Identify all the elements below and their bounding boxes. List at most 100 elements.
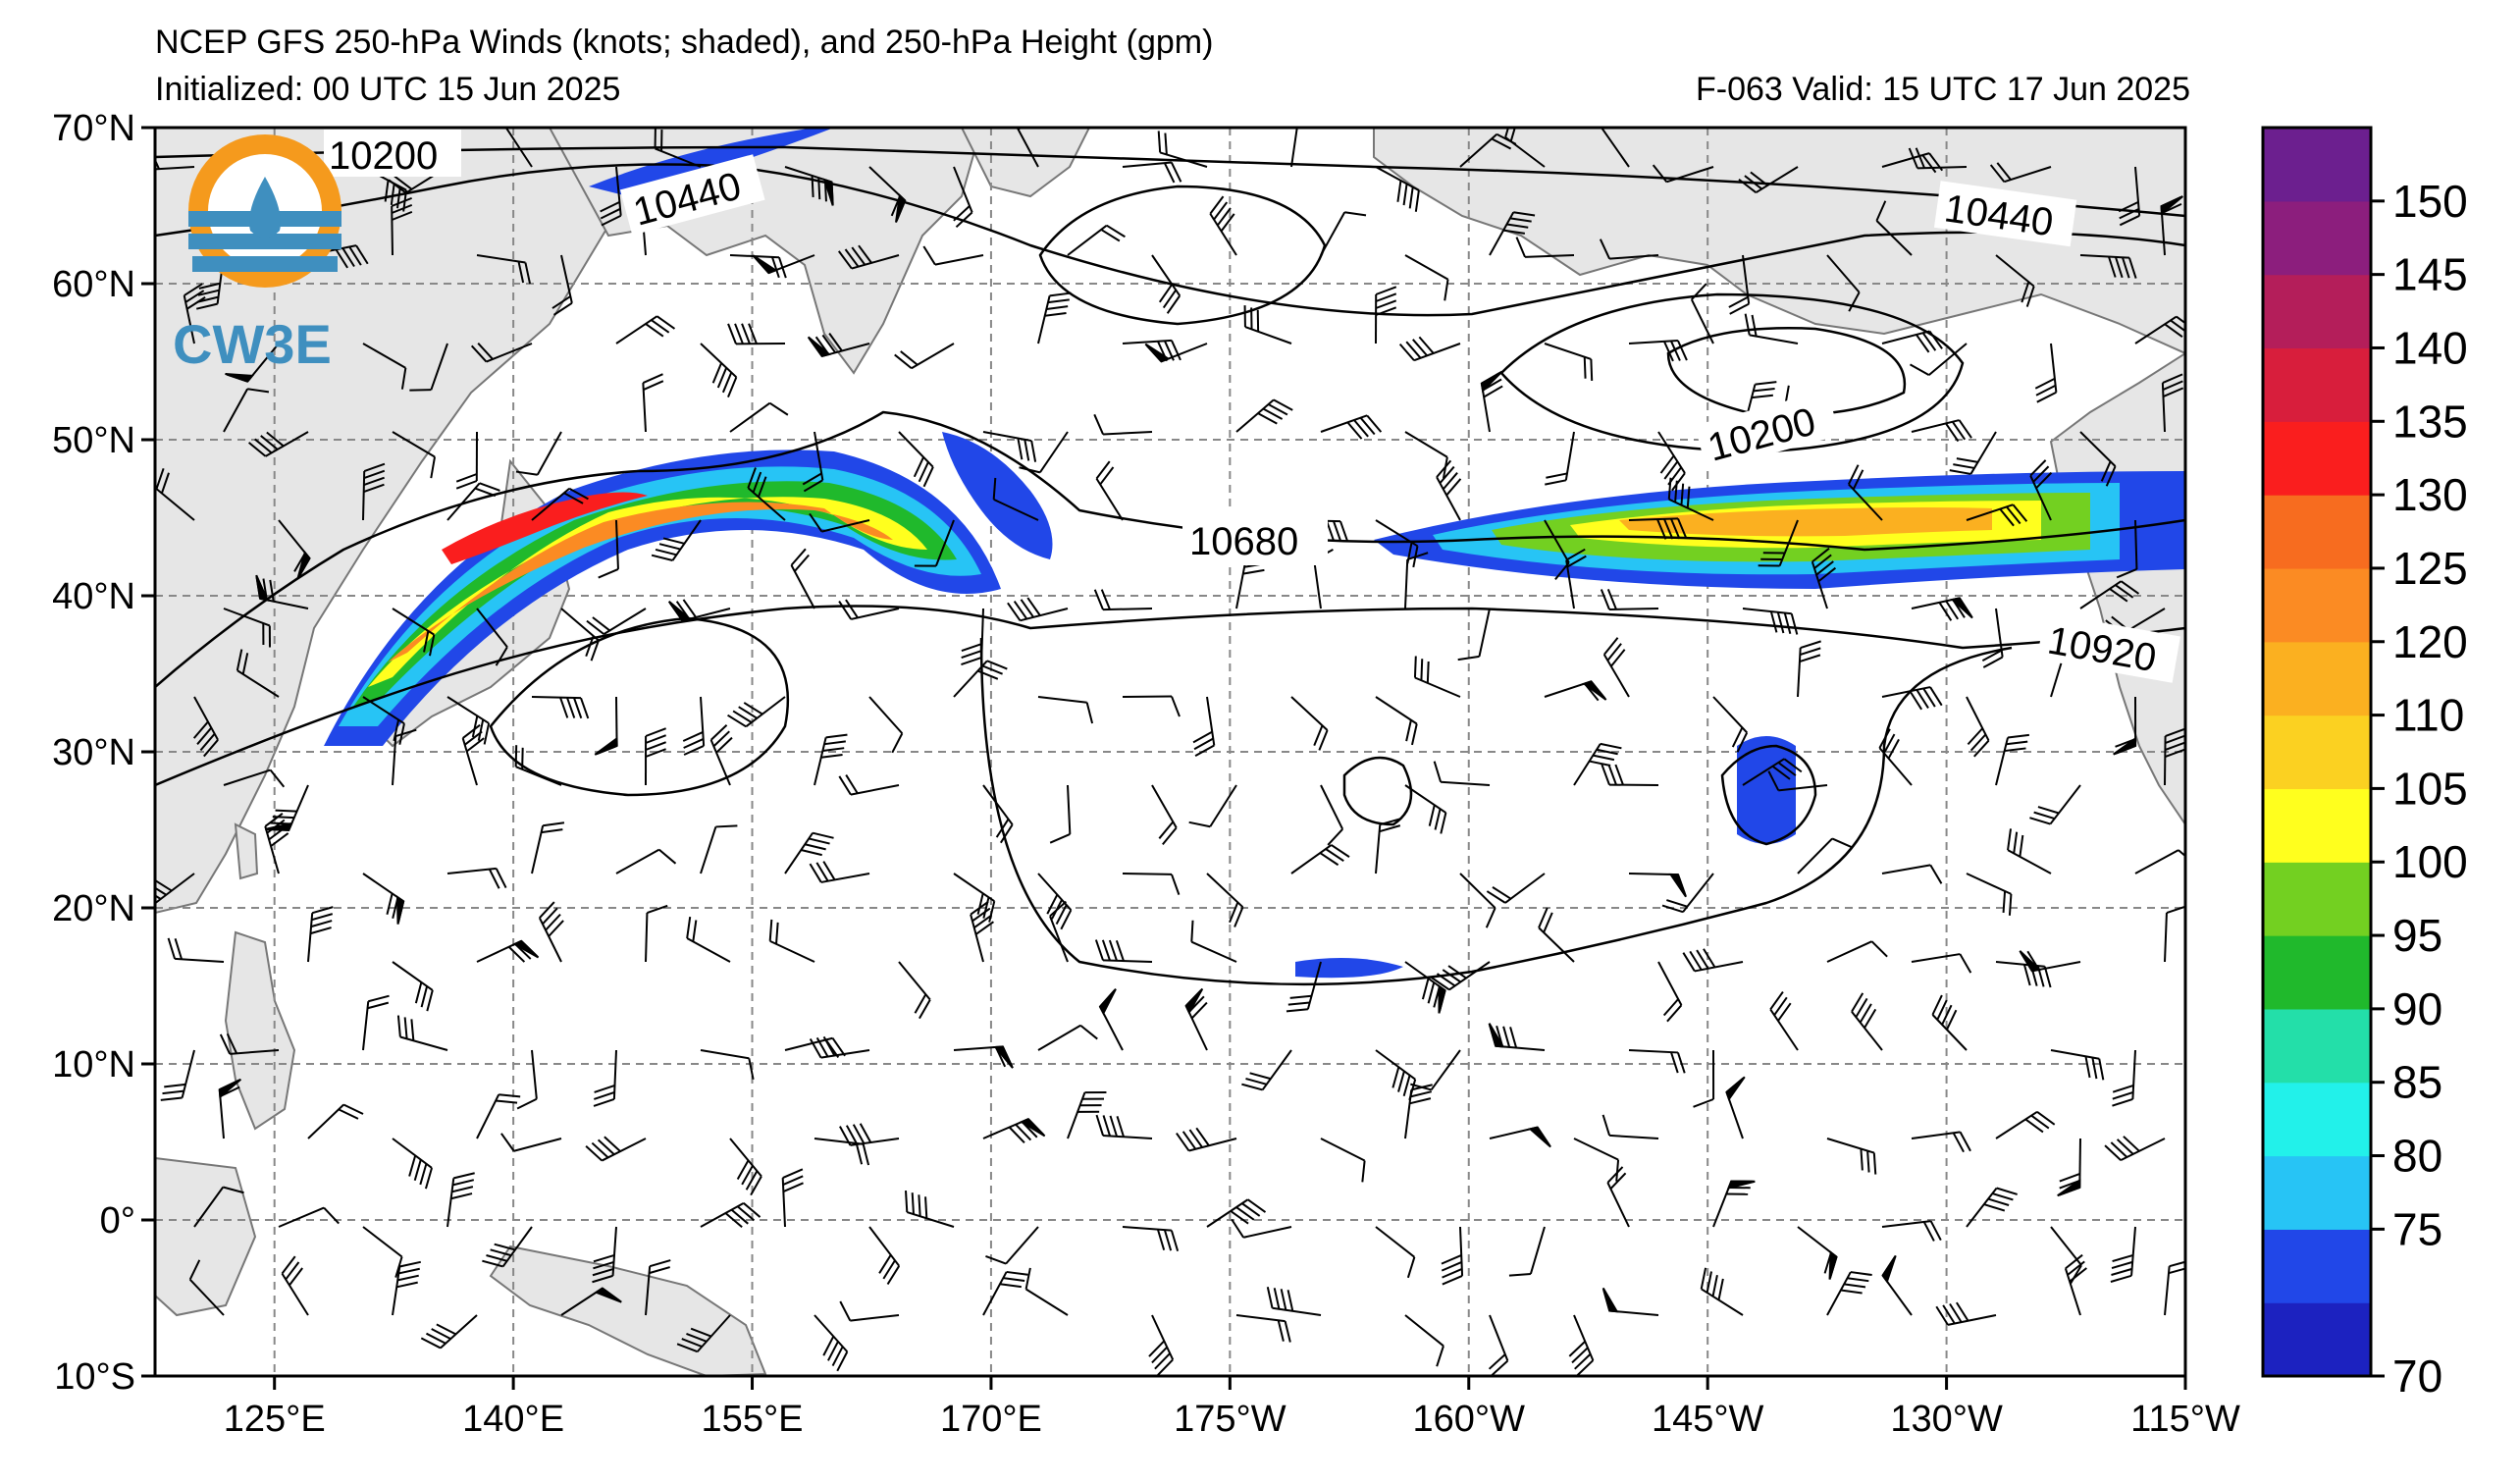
wind-barb bbox=[461, 723, 485, 786]
wind-barb bbox=[192, 696, 219, 758]
wind-barb bbox=[278, 519, 311, 580]
wind-barb bbox=[2104, 1136, 2166, 1161]
contour-labels: 10200 10440 10440 10200 10680 10920 bbox=[324, 130, 2180, 683]
wind-barb bbox=[1290, 128, 1298, 168]
wind-barb bbox=[2112, 1049, 2136, 1107]
wind-barb bbox=[585, 1136, 647, 1162]
wind-barb bbox=[1545, 431, 1575, 486]
colorbar-swatch bbox=[2263, 421, 2371, 496]
wind-barb bbox=[2110, 1226, 2136, 1283]
colorbar-swatch bbox=[2263, 567, 2371, 643]
wind-barb bbox=[1241, 1049, 1292, 1091]
wind-barb bbox=[420, 1314, 478, 1350]
wind-barb bbox=[362, 994, 390, 1051]
wind-barb bbox=[1652, 164, 1714, 184]
wind-barb bbox=[1601, 1114, 1659, 1139]
contour-label-bg bbox=[324, 130, 461, 177]
lat-label: 10°S bbox=[54, 1356, 135, 1398]
wind-barb bbox=[676, 1314, 731, 1353]
lon-label: 175°W bbox=[1174, 1399, 1286, 1440]
wind-barb bbox=[1995, 733, 2029, 786]
colorbar-label: 100 bbox=[2392, 836, 2468, 887]
wind-barb bbox=[1404, 552, 1429, 609]
wind-barb bbox=[476, 1093, 521, 1139]
wind-barb bbox=[1067, 1091, 1107, 1139]
wind-barb bbox=[790, 548, 815, 609]
wind-barb bbox=[1504, 128, 1546, 168]
wind-barb bbox=[752, 254, 815, 275]
wind-barb bbox=[2161, 373, 2184, 433]
wind-barb bbox=[615, 315, 676, 344]
lat-label: 30°N bbox=[52, 732, 135, 773]
wind-barb bbox=[1436, 459, 1462, 521]
logo-wave-2 bbox=[188, 234, 341, 249]
wind-barb bbox=[500, 1133, 562, 1152]
jet-blob-1 bbox=[942, 432, 1053, 559]
wind-barb bbox=[1682, 948, 1744, 973]
wind-barb bbox=[514, 745, 562, 786]
colorbar-swatch bbox=[2263, 495, 2371, 569]
wind-barb bbox=[2029, 459, 2053, 521]
wind-barb bbox=[188, 1259, 225, 1316]
wind-barb bbox=[1320, 211, 1367, 256]
wind-barb bbox=[814, 1314, 849, 1372]
wind-barb bbox=[2160, 195, 2183, 256]
wind-barb bbox=[1565, 548, 1587, 609]
wind-barb bbox=[1600, 589, 1659, 610]
wind-barb bbox=[1989, 162, 2052, 184]
colorbar-swatch bbox=[2263, 1008, 2371, 1084]
wind-barb bbox=[1628, 873, 1687, 898]
wind-barb bbox=[970, 901, 994, 963]
wind-barb bbox=[278, 1206, 340, 1228]
jet-west-135 bbox=[442, 492, 648, 564]
wind-barb bbox=[654, 128, 702, 168]
wind-barb bbox=[307, 1103, 364, 1139]
contour-label-10200-nw: 10200 bbox=[329, 134, 438, 178]
wind-barb bbox=[914, 519, 955, 567]
colorbar-swatch bbox=[2263, 1082, 2371, 1157]
logo-wave-3 bbox=[192, 256, 338, 272]
wind-barb bbox=[1758, 519, 1799, 567]
height-contours bbox=[155, 145, 2185, 986]
colorbar-label: 140 bbox=[2392, 322, 2468, 373]
wind-barb bbox=[1568, 1314, 1595, 1376]
wind-barb bbox=[255, 574, 309, 609]
colorbar-swatch bbox=[2263, 1229, 2371, 1303]
contour-gulf-low bbox=[1499, 292, 1965, 453]
wind-barb bbox=[642, 373, 664, 433]
wind-barb bbox=[2113, 696, 2137, 756]
wind-barb bbox=[391, 196, 413, 256]
wind-barb bbox=[1404, 784, 1447, 834]
wind-barb bbox=[593, 1049, 617, 1107]
wind-barb bbox=[868, 1226, 901, 1286]
lon-label: 115°W bbox=[2130, 1399, 2240, 1440]
wind-barb bbox=[868, 166, 907, 223]
wind-barb bbox=[700, 343, 738, 397]
wind-barb bbox=[1599, 238, 1659, 260]
contour-label-bg bbox=[619, 154, 765, 236]
lon-label: 160°W bbox=[1413, 1399, 1526, 1440]
colorbar-swatch bbox=[2263, 1155, 2371, 1230]
wind-barb bbox=[1538, 907, 1575, 963]
wind-barb bbox=[1911, 1131, 1971, 1153]
wind-barb bbox=[2050, 1049, 2105, 1081]
longitude-labels: 125°E 140°E 155°E 170°E 175°W 160°W 145°W 130°W… bbox=[224, 1376, 2240, 1440]
colorbar-label: 130 bbox=[2392, 469, 2468, 520]
wind-barb bbox=[768, 919, 815, 963]
wind-barb bbox=[1037, 291, 1072, 344]
colorbar-label: 150 bbox=[2392, 176, 2468, 227]
wind-barb bbox=[2134, 849, 2185, 874]
wind-barb bbox=[1931, 994, 1968, 1051]
wind-barb bbox=[615, 848, 677, 874]
wind-barb bbox=[729, 1138, 762, 1196]
wind-barb bbox=[686, 917, 731, 963]
valid-time: F-063 Valid: 15 UTC 17 Jun 2025 bbox=[1696, 71, 2190, 108]
wind-barb bbox=[1881, 1254, 1913, 1316]
contour-10440 bbox=[155, 163, 2185, 317]
lon-label: 155°E bbox=[702, 1399, 804, 1440]
wind-barb bbox=[1290, 844, 1350, 874]
wind-barb bbox=[1188, 784, 1237, 828]
wind-barb bbox=[1007, 597, 1069, 622]
wind-barb bbox=[1286, 961, 1322, 1013]
wind-barb bbox=[1628, 340, 1688, 362]
